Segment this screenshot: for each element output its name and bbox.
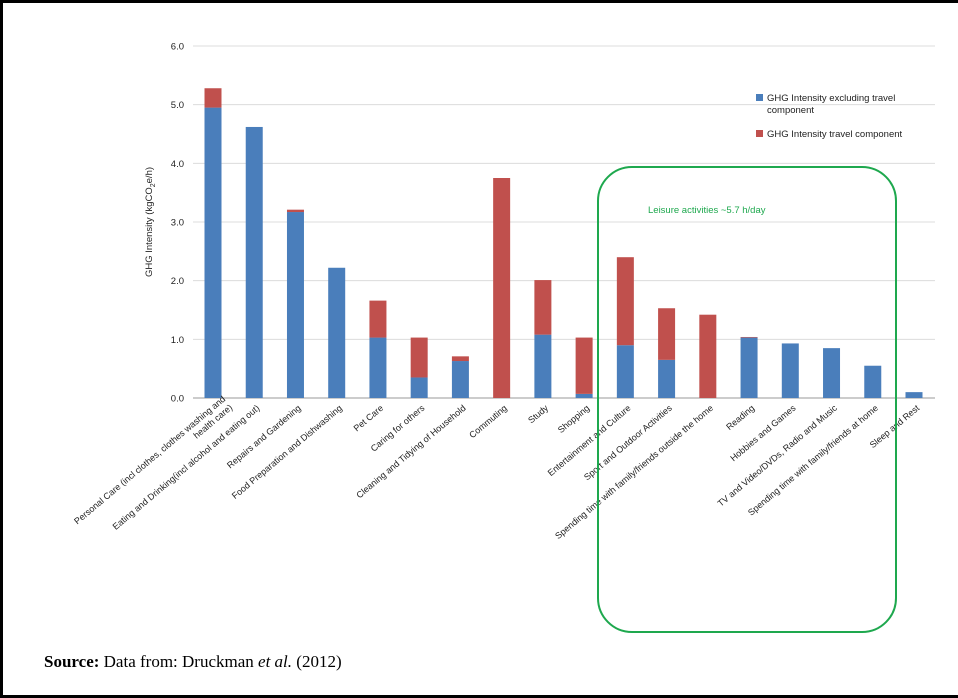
bar-excluding-travel-personal-care-incl-clothes-clothes-washing-and-health-care bbox=[204, 107, 222, 398]
bar-excluding-travel-hobbies-and-games bbox=[781, 343, 799, 398]
source-text: Data from: Druckman bbox=[103, 652, 259, 671]
y-tick-labels: 0.0 1.0 2.0 3.0 4.0 5.0 6.0 bbox=[171, 42, 184, 405]
bar-excluding-travel-shopping bbox=[575, 393, 593, 398]
y-tick-label: 3.0 bbox=[171, 218, 184, 229]
bar-excluding-travel-spending-time-with-family-friends-at-home bbox=[864, 365, 882, 398]
bar-excluding-travel-caring-for-others bbox=[410, 377, 428, 398]
category-label-spending-time-with-family-friends-outside-the-home: Spending time with family/friends outsid… bbox=[553, 403, 715, 541]
category-label-repairs-and-gardening: Repairs and Gardening bbox=[225, 403, 303, 470]
bar-excluding-travel-reading bbox=[740, 337, 758, 398]
source-etal: et al. bbox=[258, 652, 293, 671]
bar-travel-entertainment-and-culture bbox=[616, 257, 634, 346]
bar-travel-personal-care-incl-clothes-clothes-washing-and-health-care bbox=[204, 88, 222, 108]
gridlines bbox=[193, 45, 935, 399]
legend-swatch-excluding-travel bbox=[756, 94, 763, 101]
bar-travel-study bbox=[534, 280, 552, 335]
y-tick-label: 2.0 bbox=[171, 276, 184, 287]
y-axis-label: GHG Intensity (kgCO2e/h) bbox=[144, 167, 157, 277]
category-label-shopping: Shopping bbox=[556, 403, 592, 435]
source-citation: Source: Data from: Druckman et al. (2012… bbox=[44, 652, 342, 672]
bar-excluding-travel-study bbox=[534, 334, 552, 398]
legend-label-excluding-travel: GHG Intensity excluding travel component bbox=[767, 93, 898, 116]
bar-travel-reading bbox=[740, 336, 758, 338]
source-year: (2012) bbox=[292, 652, 342, 671]
bar-travel-spending-time-with-family-friends-outside-the-home bbox=[699, 314, 717, 398]
legend-line-1: GHG Intensity excluding travel bbox=[767, 93, 895, 104]
legend-label-travel: GHG Intensity travel component bbox=[767, 129, 903, 140]
bar-travel-pet-care bbox=[369, 300, 387, 338]
category-label-pet-care: Pet Care bbox=[352, 403, 386, 433]
y-tick-label: 0.0 bbox=[171, 394, 184, 405]
bar-travel-cleaning-and-tidying-of-household bbox=[451, 356, 469, 362]
legend-line-2: component bbox=[767, 105, 814, 116]
category-label-personal-care-incl-clothes-clothes-washing-and-health-care: Personal Care (incl clothes, clothes was… bbox=[72, 394, 234, 535]
category-label-study: Study bbox=[526, 403, 550, 426]
bar-travel-commuting bbox=[493, 178, 511, 398]
legend: GHG Intensity excluding travel component… bbox=[756, 93, 903, 140]
bar-excluding-travel-entertainment-and-culture bbox=[616, 345, 634, 398]
bar-travel-repairs-and-gardening bbox=[286, 209, 304, 213]
bar-excluding-travel-pet-care bbox=[369, 337, 387, 398]
bar-excluding-travel-sleep-and-rest bbox=[905, 392, 923, 398]
bar-travel-shopping bbox=[575, 337, 593, 394]
y-tick-label: 5.0 bbox=[171, 100, 184, 111]
bar-travel-caring-for-others bbox=[410, 337, 428, 378]
legend-swatch-travel bbox=[756, 130, 763, 137]
category-label-entertainment-and-culture: Entertainment and Culture bbox=[546, 403, 633, 478]
bar-excluding-travel-cleaning-and-tidying-of-household bbox=[451, 361, 469, 398]
bar-excluding-travel-sport-and-outdoor-activities bbox=[658, 359, 676, 398]
bar-travel-sport-and-outdoor-activities bbox=[658, 308, 676, 360]
bars bbox=[204, 88, 923, 399]
y-tick-label: 1.0 bbox=[171, 335, 184, 346]
bar-excluding-travel-eating-and-drinking-incl-alcohol-and-eating-out bbox=[245, 126, 263, 399]
bar-excluding-travel-tv-and-video-dvds-radio-and-music bbox=[823, 348, 841, 398]
leisure-highlight-box bbox=[597, 166, 897, 633]
category-label-commuting: Commuting bbox=[467, 403, 509, 440]
bar-excluding-travel-repairs-and-gardening bbox=[286, 212, 304, 398]
category-labels: Personal Care (incl clothes, clothes was… bbox=[72, 394, 922, 541]
y-tick-label: 6.0 bbox=[171, 42, 184, 53]
y-tick-label: 4.0 bbox=[171, 159, 184, 170]
category-label-reading: Reading bbox=[724, 403, 756, 432]
leisure-annotation-label: Leisure activities ~5.7 h/day bbox=[648, 205, 766, 216]
source-label: Source: bbox=[44, 652, 100, 671]
bar-excluding-travel-food-preparation-and-dishwashing bbox=[328, 267, 346, 398]
